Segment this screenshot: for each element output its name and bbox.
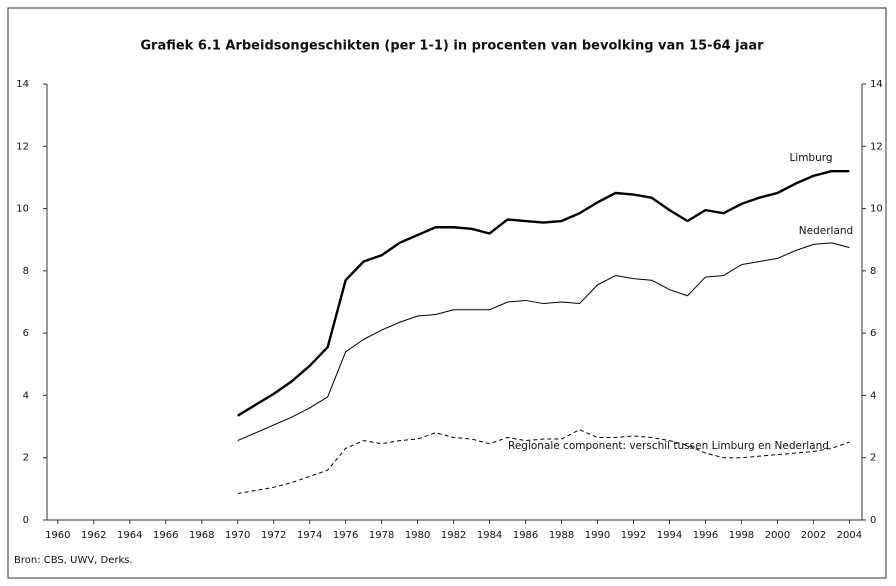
x-tick-label: 2000 <box>765 530 790 541</box>
x-tick-label: 1962 <box>81 530 106 541</box>
chart-title: Grafiek 6.1 Arbeidsongeschikten (per 1-1… <box>140 39 764 54</box>
y-tick-label: 12 <box>16 141 29 152</box>
x-tick-label: 1990 <box>585 530 610 541</box>
x-tick-label: 1966 <box>153 530 178 541</box>
y2-tick-label: 8 <box>870 266 876 277</box>
source: Bron: CBS, UWV, Derks. <box>14 555 133 566</box>
y-tick-label: 2 <box>23 453 29 464</box>
x-tick-label: 1970 <box>225 530 250 541</box>
y-tick-label: 0 <box>23 515 29 526</box>
x-tick-label: 1980 <box>405 530 430 541</box>
y2-tick-label: 6 <box>870 328 876 339</box>
x-tick-label: 1996 <box>693 530 718 541</box>
x-tick-label: 1988 <box>549 530 574 541</box>
y2-tick-label: 2 <box>870 453 876 464</box>
y2-tick-label: 0 <box>870 515 876 526</box>
annotation: Limburg <box>789 152 832 164</box>
x-tick-label: 1986 <box>513 530 538 541</box>
series-line <box>237 429 850 495</box>
x-tick-label: 1968 <box>189 530 214 541</box>
series-line <box>237 242 850 442</box>
x-tick-label: 1964 <box>117 530 142 541</box>
y-tick-label: 6 <box>23 328 29 339</box>
x-tick-label: 1982 <box>441 530 466 541</box>
y2-tick-label: 10 <box>870 204 883 215</box>
x-tick-label: 2004 <box>837 530 862 541</box>
x-tick-label: 1998 <box>729 530 754 541</box>
x-tick-label: 1978 <box>369 530 394 541</box>
x-tick-label: 1992 <box>621 530 646 541</box>
y2-tick-label: 14 <box>870 79 883 90</box>
annotation: Regionale component: verschil tussen Lim… <box>508 440 829 452</box>
x-tick-label: 1972 <box>261 530 286 541</box>
frame <box>7 7 887 579</box>
x-tick-label: 1960 <box>45 530 70 541</box>
y2-tick-label: 12 <box>870 141 883 152</box>
series-line <box>237 170 850 417</box>
x-tick-label: 1994 <box>657 530 682 541</box>
y2-tick-label: 4 <box>870 390 876 401</box>
x-tick-label: 2002 <box>801 530 826 541</box>
y-tick-label: 8 <box>23 266 29 277</box>
x-tick-label: 1974 <box>297 530 322 541</box>
x-tick-label: 1976 <box>333 530 358 541</box>
y-tick-label: 10 <box>16 204 29 215</box>
y-tick-label: 14 <box>16 79 29 90</box>
annotation: Nederland <box>799 225 853 237</box>
y-tick-label: 4 <box>23 390 29 401</box>
x-tick-label: 1984 <box>477 530 502 541</box>
